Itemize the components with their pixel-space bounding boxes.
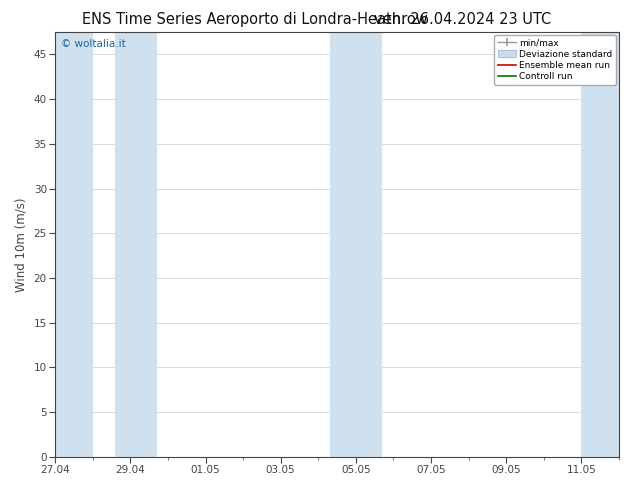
- Text: ENS Time Series Aeroporto di Londra-Heathrow: ENS Time Series Aeroporto di Londra-Heat…: [82, 12, 428, 27]
- Bar: [581, 32, 619, 457]
- Text: ven. 26.04.2024 23 UTC: ven. 26.04.2024 23 UTC: [374, 12, 552, 27]
- Bar: [115, 32, 157, 457]
- Text: © woltalia.it: © woltalia.it: [61, 39, 126, 49]
- Y-axis label: Wind 10m (m/s): Wind 10m (m/s): [15, 197, 28, 292]
- Bar: [55, 32, 93, 457]
- Bar: [330, 32, 382, 457]
- Legend: min/max, Deviazione standard, Ensemble mean run, Controll run: min/max, Deviazione standard, Ensemble m…: [494, 35, 616, 85]
